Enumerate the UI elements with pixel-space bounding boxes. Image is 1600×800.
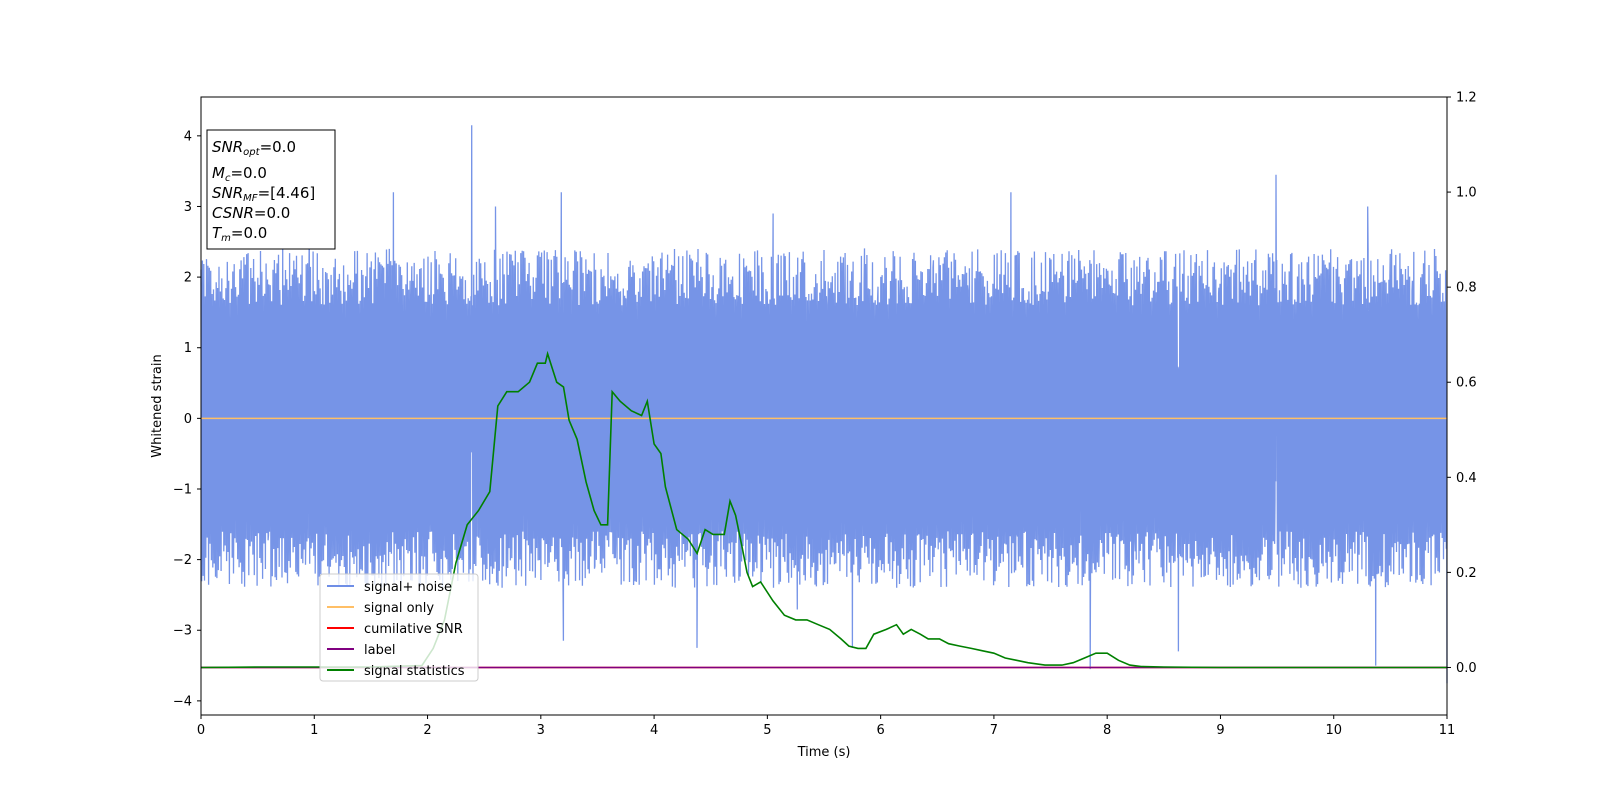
x-axis-label: Time (s) (797, 745, 851, 760)
legend-items: signal+ noise signal only cumilative SNR la… (327, 580, 465, 679)
x-tick-label: 0 (197, 723, 205, 738)
stats-tm: Tm=0.0 (212, 224, 267, 244)
y-axis-label: Whitened strain (150, 354, 165, 457)
y-right-tick-label: 0.6 (1456, 376, 1477, 391)
y-right-tick-label: 0.0 (1456, 661, 1477, 676)
stats-mc-value: =0.0 (230, 164, 266, 182)
y-left-tick-label: 2 (184, 271, 192, 286)
legend: signal+ noise signal only cumilative SNR la… (319, 573, 479, 682)
y-right-tick-label: 0.4 (1456, 471, 1477, 486)
x-tick-label: 8 (1103, 723, 1111, 738)
stats-csnr: CSNR=0.0 (212, 204, 290, 222)
stats-tm-value: =0.0 (231, 224, 267, 242)
series-signal-statistics-line (200, 350, 1447, 669)
x-tick-label: 10 (1325, 723, 1342, 738)
stats-csnr-value: =0.0 (254, 204, 290, 222)
x-tick-label: 5 (763, 723, 771, 738)
legend-frame (319, 573, 479, 682)
y-left-tick-label: −2 (173, 553, 192, 568)
y-left-tick-label: 3 (184, 200, 192, 215)
y-left-tick-label: −4 (173, 694, 192, 709)
legend-label: label (364, 643, 395, 658)
y-left-tick-label: −3 (173, 624, 192, 639)
y-right-tick-label: 1.0 (1456, 186, 1477, 201)
x-tick-label: 11 (1439, 723, 1456, 738)
legend-label: signal only (364, 601, 434, 616)
x-tick-label: 7 (990, 723, 998, 738)
y-left-tick-label: 0 (184, 412, 192, 427)
x-tick-label: 3 (537, 723, 545, 738)
stats-box: SNRopt=0.0 Mc=0.0 SNRMF=[4.46] CSNR=0.0 … (206, 129, 336, 250)
y-left-tick-label: 1 (184, 341, 192, 356)
stats-snr-opt: SNRopt=0.0 (212, 138, 296, 158)
y-right-tick-label: 0.8 (1456, 281, 1477, 296)
x-tick-label: 2 (423, 723, 431, 738)
x-tick-label: 9 (1216, 723, 1224, 738)
stats-snr-mf-value: =[4.46] (258, 184, 316, 202)
legend-label: signal statistics (364, 664, 465, 679)
plot-frame (200, 96, 1448, 716)
y-left-tick-label: 4 (184, 129, 192, 144)
stats-snr-mf: SNRMF=[4.46] (212, 184, 315, 204)
series-signal-noise-line (200, 125, 1448, 684)
ticks-layer: 0 1 2 3 4 5 6 7 8 9 10 11 −4 −3 −2 −1 0 1 2 3 4 0.0 0.2 0.4 0.6 0… (173, 91, 1477, 739)
legend-label: cumilative SNR (364, 622, 463, 637)
y-left-tick-label: −1 (173, 482, 192, 497)
x-tick-label: 6 (876, 723, 884, 738)
y-right-tick-label: 0.2 (1456, 566, 1477, 581)
y-right-tick-label: 1.2 (1456, 91, 1477, 106)
x-tick-label: 1 (310, 723, 318, 738)
stats-mc: Mc=0.0 (212, 164, 267, 184)
legend-label: signal+ noise (364, 580, 452, 595)
stats-box-frame (206, 129, 336, 250)
stats-snr-opt-value: =0.0 (260, 138, 296, 156)
x-tick-label: 4 (650, 723, 658, 738)
